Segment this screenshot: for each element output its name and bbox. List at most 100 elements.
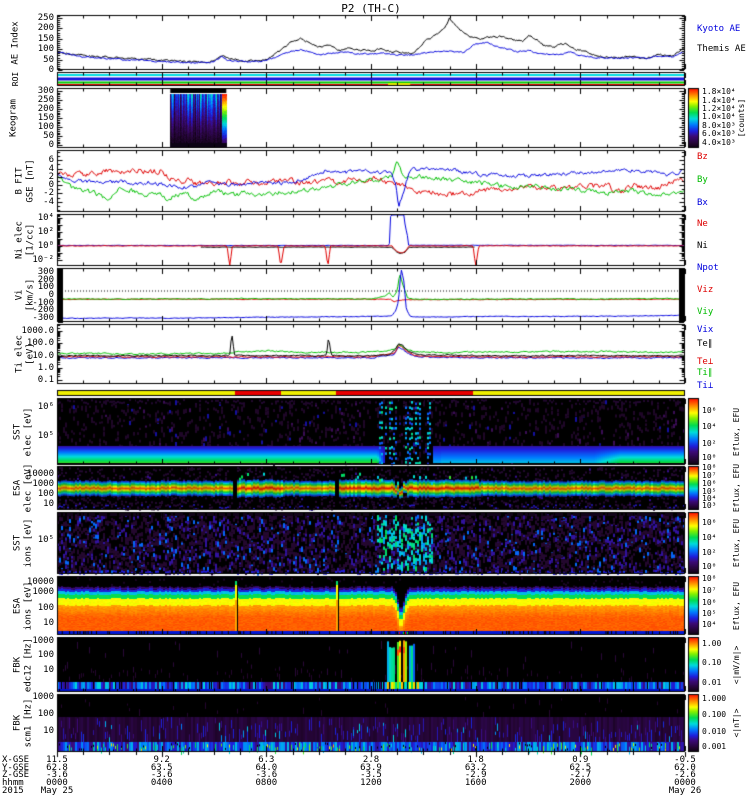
time-value: 0800 (255, 777, 278, 788)
esa_ions-colorbar-tick: 10⁶ (702, 597, 717, 607)
esa_ions-colorbar-tick: 10⁸ (702, 573, 717, 583)
fbk_scm-colorbar-tick: 1.000 (702, 693, 727, 703)
esa_ions-ytick: 100 (37, 603, 54, 614)
time-value: 0000 (46, 777, 68, 788)
y-gse-value: 62.5 (569, 762, 592, 773)
esa_elec-colorbar-tick: 10⁴ (702, 494, 717, 503)
keogram-colorbar-unit: [counts] (737, 98, 746, 138)
esa_elec-colorbar-tick: 10⁶ (702, 479, 717, 489)
keogram-colorbar-tick: 8.0×10³ (702, 120, 736, 130)
ae-ytick: 100 (37, 44, 54, 55)
ti-series-label-Ti: Ti∥ (697, 368, 713, 378)
fbk_scm-ytick: 1000 (32, 691, 54, 702)
sst_elec-ytick: 10⁶ (37, 402, 54, 413)
esa_elec-colorbar-tick: 10⁷ (702, 471, 717, 481)
bfit-ytick: 2 (48, 171, 54, 182)
keogram-ytick: 200 (37, 103, 54, 114)
vi-ytick: 300 (37, 266, 54, 277)
x-gse-value: -0.5 (674, 755, 696, 765)
vi-ytick: 0 (48, 290, 54, 300)
fbk_scm-colorbar-unit: <|nT|> (732, 708, 741, 738)
esa_ions-ytick: 10 (43, 618, 54, 629)
keogram-ytick: 50 (43, 131, 54, 142)
fbk_scm-ylabel: scm1 [Hz] (23, 698, 34, 748)
esa_elec-colorbar-unit: Eflux, EFU (732, 463, 741, 513)
time-value: 0400 (150, 777, 173, 788)
fbk_edc-ytick: 1000 (32, 635, 54, 646)
y-gse-value: 63.9 (360, 762, 382, 773)
z-gse-value: -2.7 (569, 770, 592, 780)
keogram-colorbar-tick: 1.8×10⁴ (702, 86, 736, 96)
esa_elec-ytick: 100 (37, 489, 54, 500)
sst_ions-ytick: 10⁵ (37, 534, 54, 545)
vi-ytick: -300 (32, 313, 54, 324)
bfit-ytick: 0 (48, 180, 54, 191)
time-value: 1200 (360, 777, 382, 788)
fbk_scm-ytick: 10 (43, 725, 54, 736)
esa_elec-ytick: 1000 (32, 479, 54, 490)
keogram-ytick: 100 (37, 122, 54, 133)
z-gse-value: -3.6 (255, 770, 278, 780)
ti-series-label-Te: Te⊥ (697, 357, 714, 367)
ae-series-label-KyotoAE: Kyoto AE (697, 24, 741, 34)
time-value: 2000 (569, 777, 592, 788)
sst_elec-colorbar-tick: 10⁰ (702, 453, 717, 463)
time-value: 1600 (464, 777, 487, 788)
date-start: May 25 (40, 785, 74, 796)
y-gse-value: 64.0 (255, 762, 278, 773)
sst_ions-colorbar-tick: 10⁴ (702, 533, 717, 543)
y-gse-value: 62.0 (674, 762, 696, 773)
fbk_edc-colorbar-unit: <|mV/m|> (732, 645, 741, 684)
bfit-series-label-Bz: Bz (697, 152, 708, 162)
keogram-colorbar-tick: 6.0×10³ (702, 129, 736, 139)
ti-ytick: 1.0 (37, 362, 54, 373)
ni-ylabel: Ni elec (14, 221, 25, 259)
x-gse-value: 9.2 (153, 755, 170, 765)
z-gse-value: -3.6 (150, 770, 173, 780)
ni-series-label-Ne: Ne (697, 219, 708, 229)
fbk_scm-colorbar-tick: 0.001 (702, 742, 727, 752)
ae-ytick: 0 (48, 65, 54, 75)
bfit-ytick: -2 (43, 188, 54, 199)
ae-ytick: 200 (37, 23, 54, 34)
ti-series-label-Te: Te∥ (697, 339, 713, 349)
esa_elec-colorbar-tick: 10⁸ (702, 463, 717, 473)
plot-title: P2 (TH-C) (341, 2, 401, 15)
ni-ytick: 10² (37, 227, 54, 238)
ae-ytick: 250 (37, 12, 54, 23)
fbk_edc-colorbar-tick: 0.01 (702, 678, 722, 688)
y-gse-value: 63.2 (464, 762, 487, 773)
vi-ytick: -200 (32, 305, 54, 316)
vi-ytick: 200 (37, 274, 54, 285)
bfit-series-label-Bx: Bx (697, 198, 708, 208)
esa_ions-colorbar-unit: Eflux, EFU (732, 581, 741, 630)
sst_ions-colorbar-unit: Eflux, EFU (732, 518, 741, 568)
fbk_edc-ytick: 100 (37, 650, 54, 661)
ti-ytick: 1000.0 (21, 326, 54, 337)
fbk_scm-ytick: 100 (37, 709, 54, 720)
sst_elec-colorbar-tick: 10² (702, 438, 717, 448)
time-value: 0000 (674, 777, 696, 788)
vi-ytick: -100 (32, 297, 54, 308)
x-gse-value: 1.8 (467, 755, 484, 765)
y-gse-value: 62.8 (46, 762, 68, 773)
x-gse-value: 2.8 (362, 755, 380, 765)
sst_elec-ytick: 10⁵ (37, 431, 54, 442)
keogram-ytick: 300 (37, 85, 54, 96)
fbk_scm-colorbar-tick: 0.010 (702, 726, 727, 736)
axis-row-label-2015: 2015 (2, 785, 24, 796)
esa_ions-ytick: 10000 (26, 576, 54, 587)
keogram-ytick: 150 (37, 113, 54, 123)
bfit-ytick: -4 (43, 196, 54, 207)
vi-series-label-Viz: Viz (697, 285, 714, 295)
z-gse-value: -2.6 (674, 770, 696, 780)
date-end: May 26 (668, 785, 702, 796)
bfit-ytick: 4 (48, 163, 54, 174)
keogram-ytick: 0 (48, 140, 54, 151)
ni-series-label-Npot: Npot (697, 263, 719, 273)
esa_elec-ytick: 10 (43, 499, 54, 510)
esa_ions-colorbar-tick: 10⁷ (702, 585, 717, 595)
roi-ylabel: ROI (11, 71, 20, 87)
